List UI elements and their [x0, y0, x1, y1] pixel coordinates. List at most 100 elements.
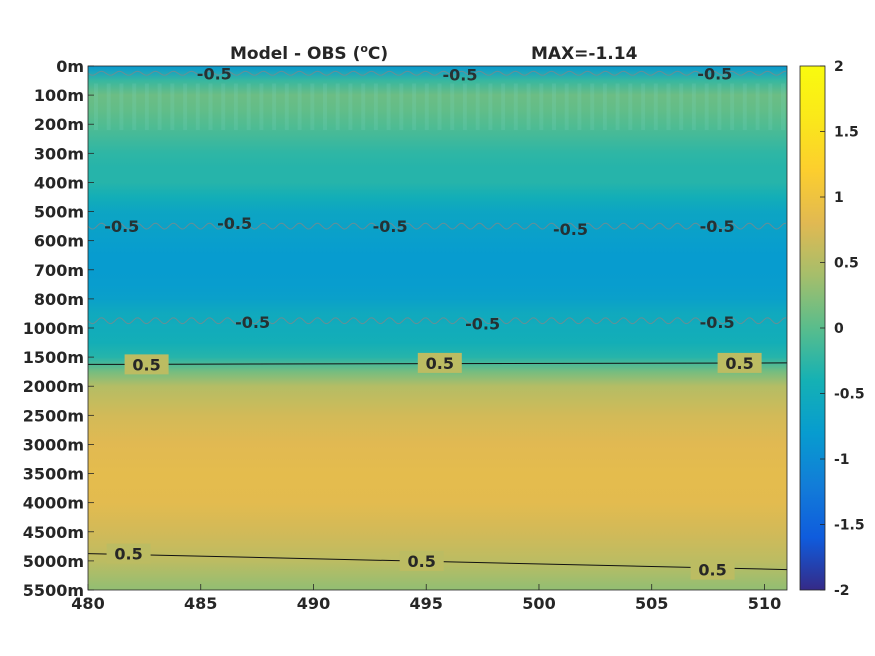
max-label: MAX=-1.14 [531, 44, 638, 64]
texture-stripe [666, 83, 671, 131]
texture-stripe [310, 83, 315, 131]
texture-stripe [284, 83, 289, 131]
texture-stripe [94, 83, 98, 131]
contour-label-bg [124, 354, 169, 375]
y-tick-label: 700m [34, 261, 84, 280]
vertical-texture [94, 83, 785, 131]
y-tick-label: 3500m [23, 465, 84, 484]
texture-stripe [730, 83, 735, 131]
y-tick-label: 2500m [23, 406, 84, 425]
contour-label-positive: 0.5 [698, 561, 726, 580]
texture-stripe [412, 83, 417, 131]
x-tick-label: 510 [748, 594, 781, 613]
texture-stripe [386, 83, 391, 131]
y-tick-label: 5500m [23, 581, 84, 600]
texture-stripe [144, 83, 149, 131]
contour-label-positive: 0.5 [408, 552, 436, 571]
texture-stripe [781, 83, 785, 131]
y-tick-label: 1000m [23, 319, 84, 338]
colorbar-tick-label: 1.5 [834, 125, 859, 141]
colorbar-tick-label: -1 [834, 452, 850, 468]
colorbar-tick-label: -2 [834, 583, 850, 599]
texture-stripe [526, 83, 531, 131]
y-tick-label: 800m [34, 290, 84, 309]
x-tick-label: 500 [522, 594, 555, 613]
texture-stripe [183, 83, 188, 131]
chart-title-unit-sup: o [360, 42, 368, 55]
contour-label-negative: -0.5 [700, 313, 735, 332]
contour-label-negative: -0.5 [465, 315, 500, 334]
y-tick-label: 3000m [23, 435, 84, 454]
chart-title-text: Model - OBS ( [230, 44, 360, 64]
texture-stripe [119, 83, 124, 131]
x-tick-label: 485 [184, 594, 217, 613]
texture-stripe [272, 83, 277, 131]
chart-title: Model - OBS (oC) [230, 42, 388, 64]
contour-line-negative-3 [87, 317, 787, 325]
texture-stripe [501, 83, 506, 131]
temperature-difference-field [88, 66, 787, 590]
texture-stripe [399, 83, 404, 131]
contour-label-negative: -0.5 [553, 220, 588, 239]
y-tick-label: 600m [34, 232, 84, 251]
texture-stripe [590, 83, 595, 131]
texture-stripe [106, 83, 111, 131]
texture-stripe [208, 83, 213, 131]
contour-line-negative-1 [87, 70, 787, 76]
texture-stripe [679, 83, 684, 131]
texture-stripe [221, 83, 226, 131]
texture-stripe [513, 83, 518, 131]
y-tick-label: 0m [56, 57, 84, 76]
contour-label-positive: 0.5 [725, 354, 753, 373]
texture-stripe [170, 83, 175, 131]
texture-stripe [704, 83, 709, 131]
contour-label-positive: 0.5 [426, 354, 454, 373]
contour-label-negative: -0.5 [443, 66, 478, 85]
colorbar-tick-label: -1.5 [834, 518, 865, 534]
texture-stripe [323, 83, 327, 131]
texture-stripe [488, 83, 493, 131]
texture-stripe [564, 83, 569, 131]
texture-stripe [233, 83, 238, 131]
contour-labels: -0.5 -0.5 -0.5 -0.5 -0.5 -0.5 -0.5 -0.5 -0.5 -0.5… [104, 64, 762, 580]
texture-stripe [335, 83, 340, 131]
contour-label-negative: -0.5 [217, 214, 252, 233]
texture-stripe [691, 83, 696, 131]
colorbar-tick-label: 2 [834, 59, 844, 75]
texture-stripe [195, 83, 200, 131]
x-tick-label: 480 [71, 594, 104, 613]
y-tick-label: 4000m [23, 494, 84, 513]
chart-title-unit-tail: C) [368, 44, 388, 64]
contour-label-bg [717, 352, 762, 373]
texture-stripe [552, 83, 556, 131]
y-tick-label: 100m [34, 86, 84, 105]
contour-label-bg [399, 550, 444, 571]
contour-label-positive: 0.5 [114, 545, 142, 564]
texture-stripe [475, 83, 480, 131]
contour-label-bg [690, 559, 735, 580]
colorbar: 2 1.5 1 0.5 0 -0.5 -1 -1.5 -2 [799, 59, 865, 599]
texture-stripe [641, 83, 646, 131]
contour-line-negative-2 [87, 222, 787, 230]
contour-label-negative: -0.5 [197, 64, 232, 83]
contour-label-negative: -0.5 [235, 313, 270, 332]
colorbar-tick-label: -0.5 [834, 387, 865, 403]
texture-stripe [348, 83, 353, 131]
colorbar-ticks: 2 1.5 1 0.5 0 -0.5 -1 -1.5 -2 [820, 59, 865, 599]
colorbar-tick-label: 0.5 [834, 256, 859, 272]
y-axis: 0m 100m 200m 300m 400m 500m 600m 700m 800m 1000m 1… [23, 57, 94, 600]
texture-stripe [157, 83, 162, 131]
texture-stripe [577, 83, 582, 131]
texture-stripe [768, 83, 773, 131]
y-tick-label: 200m [34, 115, 84, 134]
texture-stripe [717, 83, 722, 131]
contour-label-negative: -0.5 [697, 64, 732, 83]
y-tick-label: 400m [34, 173, 84, 192]
texture-stripe [132, 83, 137, 131]
x-tick-label: 495 [409, 594, 442, 613]
texture-stripe [437, 83, 442, 131]
y-tick-label: 4500m [23, 523, 84, 542]
colorbar-tick-label: 1 [834, 190, 844, 206]
texture-stripe [653, 83, 658, 131]
texture-stripe [424, 83, 429, 131]
